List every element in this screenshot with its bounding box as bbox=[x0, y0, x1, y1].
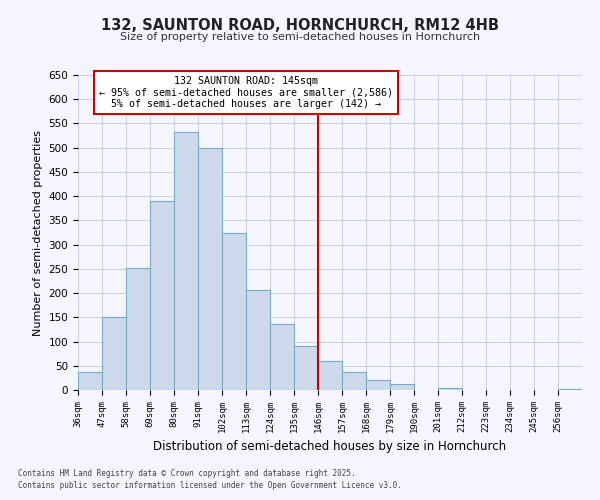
Bar bbox=[366, 380, 390, 390]
Bar bbox=[174, 132, 198, 390]
Bar bbox=[78, 372, 102, 390]
Bar bbox=[318, 361, 342, 390]
Bar bbox=[390, 384, 414, 390]
Bar bbox=[270, 324, 294, 390]
Bar bbox=[342, 372, 366, 390]
Bar bbox=[438, 388, 462, 390]
Text: 132, SAUNTON ROAD, HORNCHURCH, RM12 4HB: 132, SAUNTON ROAD, HORNCHURCH, RM12 4HB bbox=[101, 18, 499, 32]
Bar bbox=[126, 268, 150, 390]
Bar bbox=[150, 201, 174, 390]
Text: Contains HM Land Registry data © Crown copyright and database right 2025.: Contains HM Land Registry data © Crown c… bbox=[18, 468, 356, 477]
Bar bbox=[222, 232, 246, 390]
Bar bbox=[198, 148, 222, 390]
Bar bbox=[102, 318, 126, 390]
Text: Size of property relative to semi-detached houses in Hornchurch: Size of property relative to semi-detach… bbox=[120, 32, 480, 42]
Y-axis label: Number of semi-detached properties: Number of semi-detached properties bbox=[33, 130, 43, 336]
Bar bbox=[246, 290, 270, 390]
Text: Contains public sector information licensed under the Open Government Licence v3: Contains public sector information licen… bbox=[18, 481, 402, 490]
Bar bbox=[294, 346, 318, 390]
Text: 132 SAUNTON ROAD: 145sqm
← 95% of semi-detached houses are smaller (2,586)
5% of: 132 SAUNTON ROAD: 145sqm ← 95% of semi-d… bbox=[99, 76, 393, 109]
Bar bbox=[558, 388, 582, 390]
X-axis label: Distribution of semi-detached houses by size in Hornchurch: Distribution of semi-detached houses by … bbox=[154, 440, 506, 454]
